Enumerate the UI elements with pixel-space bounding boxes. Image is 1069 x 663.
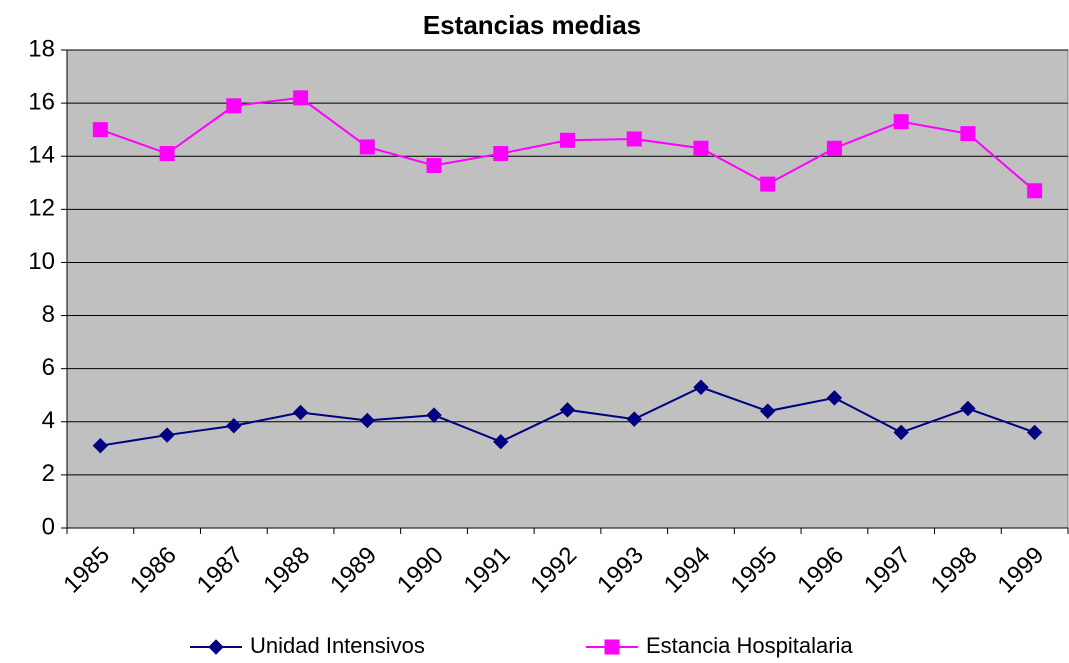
y-tick-label: 10 bbox=[28, 248, 55, 275]
marker bbox=[1026, 424, 1043, 441]
x-tick-label: 1993 bbox=[592, 542, 649, 599]
x-tick-label: 1987 bbox=[192, 542, 249, 599]
x-tick-label: 1997 bbox=[859, 542, 916, 599]
x-tick-label: 1999 bbox=[993, 542, 1050, 599]
marker bbox=[92, 437, 109, 454]
x-tick-label: 1990 bbox=[392, 542, 449, 599]
marker bbox=[826, 140, 842, 156]
x-tick-label: 1989 bbox=[325, 542, 382, 599]
marker bbox=[159, 146, 175, 162]
plot-area bbox=[66, 49, 1069, 529]
x-tick-label: 1985 bbox=[58, 542, 115, 599]
x-tick-label: 1991 bbox=[459, 542, 516, 599]
y-tick-label: 4 bbox=[42, 407, 55, 434]
marker bbox=[493, 146, 509, 162]
marker bbox=[359, 139, 375, 155]
marker bbox=[359, 412, 376, 429]
marker bbox=[693, 140, 709, 156]
x-tick-label: 1996 bbox=[792, 542, 849, 599]
marker bbox=[226, 418, 242, 434]
x-tick-label: 1986 bbox=[125, 542, 182, 599]
marker bbox=[1027, 183, 1043, 199]
y-tick-label: 6 bbox=[42, 354, 55, 381]
marker bbox=[560, 132, 575, 148]
marker bbox=[759, 403, 776, 419]
y-tick-label: 12 bbox=[28, 195, 55, 222]
marker bbox=[826, 390, 843, 406]
y-tick-label: 16 bbox=[28, 88, 55, 115]
y-tick-label: 18 bbox=[28, 35, 55, 62]
marker bbox=[893, 424, 909, 441]
legend-label: Estancia Hospitalaria bbox=[646, 633, 853, 658]
y-tick-label: 0 bbox=[42, 513, 55, 540]
chart-title: Estancias medias bbox=[423, 10, 641, 40]
marker bbox=[604, 639, 620, 655]
legend-label: Unidad Intensivos bbox=[250, 633, 425, 658]
y-tick-label: 8 bbox=[42, 301, 55, 328]
marker bbox=[226, 98, 242, 114]
marker bbox=[693, 379, 709, 395]
marker bbox=[426, 158, 442, 174]
y-tick-label: 14 bbox=[28, 142, 55, 169]
marker bbox=[92, 122, 108, 138]
marker bbox=[960, 400, 976, 417]
marker bbox=[493, 433, 509, 450]
x-tick-label: 1998 bbox=[926, 542, 983, 599]
y-tick-label: 2 bbox=[42, 460, 55, 487]
marker bbox=[960, 126, 976, 142]
x-tick-label: 1995 bbox=[726, 542, 783, 599]
marker bbox=[893, 114, 909, 130]
x-tick-label: 1994 bbox=[659, 542, 716, 599]
marker bbox=[626, 411, 642, 427]
x-tick-label: 1992 bbox=[525, 542, 582, 599]
x-tick-label: 1988 bbox=[258, 542, 315, 599]
marker bbox=[626, 131, 642, 147]
marker bbox=[426, 407, 442, 423]
marker bbox=[559, 402, 576, 418]
marker bbox=[760, 176, 776, 192]
marker bbox=[293, 90, 309, 106]
marker bbox=[159, 427, 175, 443]
marker bbox=[208, 639, 224, 655]
marker bbox=[292, 404, 309, 421]
